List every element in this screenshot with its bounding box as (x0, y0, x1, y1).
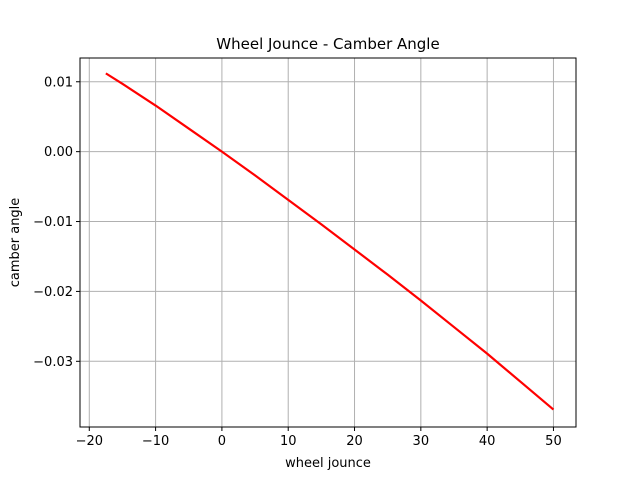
x-tick-label: 50 (545, 434, 562, 449)
axes-frame (79, 57, 577, 428)
y-tick-label: −0.02 (33, 285, 73, 300)
x-tick-label: 0 (218, 434, 226, 449)
x-tick-label: 10 (280, 434, 297, 449)
y-tick-label: 0.00 (44, 145, 73, 160)
y-axis-label: camber angle (8, 198, 23, 288)
x-axis-label: wheel jounce (285, 456, 371, 471)
series-line (105, 72, 555, 411)
x-tick-label: −20 (76, 434, 103, 449)
ticks: −20 −10 0 10 20 30 40 50 0.01 0.00 −0.01 −0.02 −0.03 (33, 75, 562, 449)
chart-title: Wheel Jounce - Camber Angle (216, 35, 439, 53)
x-tick-label: −10 (142, 434, 169, 449)
series-layer (105, 72, 555, 411)
x-tick-label: 30 (413, 434, 430, 449)
x-tick-label: 20 (346, 434, 363, 449)
y-tick-label: −0.03 (33, 355, 73, 370)
x-tick-label: 40 (479, 434, 496, 449)
y-tick-label: −0.01 (33, 215, 73, 230)
y-tick-label: 0.01 (44, 75, 73, 90)
grid (80, 58, 576, 427)
